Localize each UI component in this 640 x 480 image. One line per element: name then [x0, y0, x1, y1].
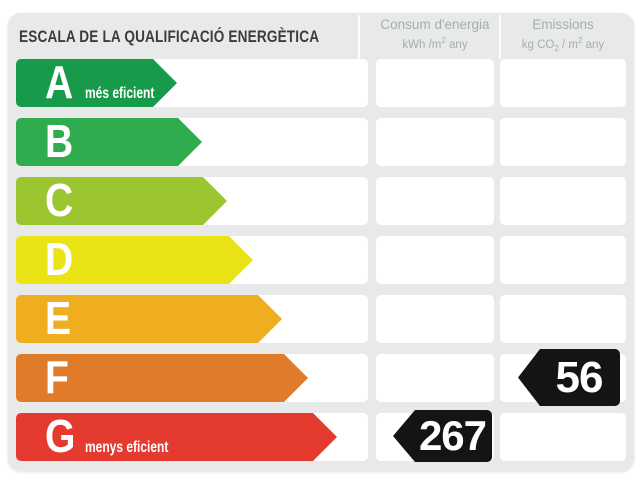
rating-letter: B: [45, 115, 74, 168]
rating-row: E: [8, 295, 634, 343]
rating-arrow: [16, 59, 177, 107]
rating-row: C: [8, 177, 634, 225]
rating-letter: G: [45, 410, 76, 463]
consumption-column-unit: kWh /m2 any: [402, 36, 468, 51]
consumption-value: 267: [418, 412, 487, 459]
rating-row: F 56: [8, 349, 634, 406]
rating-letter: D: [45, 233, 74, 286]
emissions-value-pointer: 56: [518, 349, 620, 406]
consumption-cell: [376, 59, 494, 107]
consumption-cell: [376, 295, 494, 343]
rating-row: D: [8, 236, 634, 284]
consumption-cell: [376, 177, 494, 225]
consumption-cell: [376, 354, 494, 402]
rating-arrow: [16, 236, 253, 284]
consumption-column-header: Consum d'energia kWh /m2 any: [376, 17, 494, 51]
rating-arrow: [16, 177, 227, 225]
rating-note: més eficient: [85, 85, 155, 102]
consumption-cell: [376, 118, 494, 166]
emissions-cell: [500, 177, 626, 225]
emissions-cell: [500, 59, 626, 107]
rating-arrow: [16, 354, 308, 402]
consumption-cell: [376, 236, 494, 284]
energy-scale-card: ESCALA DE LA QUALIFICACIÓ ENERGÈTICA Con…: [8, 13, 634, 471]
rating-row: B: [8, 118, 634, 166]
header-divider-left: [358, 15, 360, 59]
rating-letter: C: [45, 174, 74, 227]
emissions-column-label: Emissions: [532, 17, 594, 32]
rating-row: G menys eficient 267: [8, 410, 634, 463]
consumption-value-pointer: 267: [393, 410, 492, 462]
rating-letter: F: [45, 351, 69, 404]
rating-arrow: [16, 413, 337, 461]
emissions-cell: [500, 236, 626, 284]
rating-letter: A: [45, 56, 74, 109]
emissions-column-unit: kg CO2 / m2 any: [521, 36, 605, 54]
emissions-cell: [500, 118, 626, 166]
emissions-value: 56: [555, 352, 604, 402]
rating-letter: E: [45, 292, 72, 345]
rating-note: menys eficient: [85, 439, 169, 456]
rating-arrow: [16, 295, 282, 343]
header-divider-right: [499, 15, 501, 59]
emissions-column-header: Emissions kg CO2 / m2 any: [500, 17, 626, 53]
rating-row: A més eficient: [8, 59, 634, 107]
emissions-cell: [500, 295, 626, 343]
consumption-column-label: Consum d'energia: [380, 17, 490, 32]
emissions-cell: [500, 413, 626, 461]
page-title: ESCALA DE LA QUALIFICACIÓ ENERGÈTICA: [19, 27, 320, 46]
rating-arrow: [16, 118, 202, 166]
